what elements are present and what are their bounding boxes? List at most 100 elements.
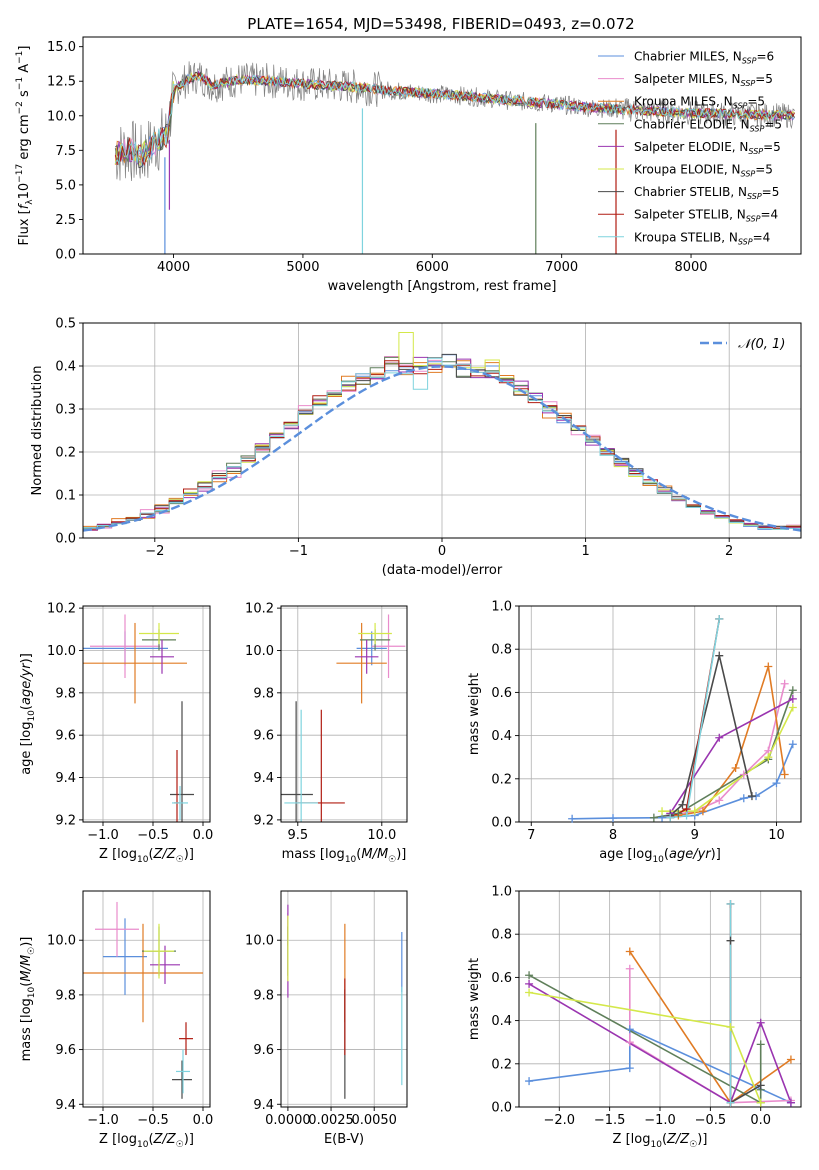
legend-label-main: Salpeter STELIB, N — [634, 208, 746, 222]
x-tick-label: −1.5 — [594, 1113, 626, 1128]
y-tick-label: 9.4 — [55, 1098, 76, 1113]
label-part: Z [log — [99, 847, 137, 862]
legend-label-sub: SSP — [741, 170, 756, 179]
y-tick-label: 0.4 — [491, 729, 512, 744]
y-tick-label: 9.6 — [55, 1043, 76, 1058]
x-tick-label: 0.0 — [193, 828, 214, 843]
legend-label-main: Salpeter MILES, N — [634, 72, 741, 86]
weight-marker-chabrier_stelib — [726, 936, 735, 945]
weight-marker-salpeter_elodie — [715, 733, 724, 742]
label-part: mass [log — [282, 847, 345, 862]
plot-area — [83, 332, 801, 532]
legend-label-sub: SSP — [750, 124, 765, 133]
x-tick-label: −1.0 — [644, 1113, 676, 1128]
x-tick-label: 10 — [768, 828, 785, 843]
y-tick-label: 0.5 — [55, 317, 76, 332]
y-tick-label: 10.2 — [47, 602, 76, 617]
label-part: 10 — [137, 855, 149, 865]
plot-area — [287, 904, 403, 1099]
label-part: f — [17, 202, 32, 209]
legend-label-sub: SSP — [747, 192, 762, 201]
label-part: ] — [17, 46, 32, 51]
y-tick-label: 9.4 — [253, 1098, 274, 1113]
y-tick-label: 2.5 — [55, 213, 76, 228]
label-part: λ — [25, 199, 35, 205]
x-tick-label: 0.0050 — [351, 1113, 397, 1128]
label-part: age/yr — [19, 662, 34, 705]
y-tick-label: 1.0 — [491, 600, 512, 615]
label-part: 10 — [652, 855, 664, 865]
label-part: )] — [711, 847, 721, 862]
legend-label-tail: =4 — [753, 230, 771, 244]
weight-marker-salpeter_elodie — [756, 1018, 765, 1027]
legend-label-tail: =5 — [763, 140, 781, 154]
weight-marker-kroupa_elodie — [764, 753, 773, 762]
weight-marker-kroupa_stelib — [682, 811, 691, 820]
y-tick-label: 0.0 — [55, 532, 76, 547]
x-tick-label: 1 — [581, 544, 589, 559]
legend-label-kroupa_miles: Kroupa MILES, NSSP=5 — [634, 95, 765, 111]
y-axis-label: mass [log10(M/M☉)] — [19, 937, 37, 1062]
label-part: ( — [356, 847, 361, 862]
x-tick-label: 0.0000 — [265, 1113, 311, 1128]
x-tick-label: 8000 — [674, 260, 707, 275]
label-part: erg cm — [17, 114, 32, 163]
weight-marker-chabrier_miles — [525, 1077, 534, 1086]
model-line-kroupa_stelib — [114, 72, 795, 166]
legend-label-main: Kroupa STELIB, N — [634, 230, 738, 244]
label-part: ( — [19, 982, 34, 987]
axes-frame — [280, 605, 408, 823]
legend-label-tail: =4 — [760, 208, 778, 222]
y-tick-label: 15.0 — [47, 40, 76, 55]
y-tick-label: 9.8 — [253, 988, 274, 1003]
x-tick-label: −0.5 — [695, 1113, 727, 1128]
y-tick-label: 9.4 — [253, 771, 274, 786]
weight-line-chabrier_miles — [572, 743, 794, 820]
weight-marker-kroupa_stelib — [666, 813, 675, 822]
y-axis-label: Normed distribution — [30, 366, 45, 496]
y-tick-label: 9.2 — [55, 813, 76, 828]
y-tick-label: 0.6 — [491, 971, 512, 986]
legend-label-tail: =5 — [755, 72, 773, 86]
x-axis-label: (data-model)/error — [382, 563, 503, 578]
y-tick-label: 10.2 — [245, 602, 274, 617]
legend-label-sub: SSP — [733, 102, 748, 111]
x-tick-label: −2.0 — [543, 1113, 575, 1128]
y-axis-label: mass weight — [467, 958, 482, 1040]
label-part: 10 — [137, 1140, 149, 1150]
y-tick-label: 1.0 — [491, 885, 512, 900]
weight-marker-chabrier_stelib — [715, 651, 724, 660]
weight-line-chabrier_miles — [528, 1027, 792, 1104]
label-part: Flux [ — [17, 209, 32, 245]
legend-label-chabrier_stelib: Chabrier STELIB, NSSP=5 — [634, 185, 779, 201]
x-tick-label: 8 — [609, 828, 617, 843]
y-axis-label: mass weight — [467, 673, 482, 755]
plot-area — [83, 901, 203, 1099]
x-tick-label: 6000 — [416, 260, 449, 275]
label-part: ( — [148, 1132, 153, 1147]
y-tick-label: 0.4 — [491, 1014, 512, 1029]
weight-marker-kroupa_elodie — [658, 807, 667, 816]
y-tick-label: 0.2 — [491, 1057, 512, 1072]
weight-line-chabrier_elodie — [653, 689, 794, 819]
legend-label-salpeter_miles: Salpeter MILES, NSSP=5 — [634, 72, 773, 88]
weight-marker-salpeter_miles — [625, 1038, 634, 1047]
y-tick-label: 0.0 — [55, 248, 76, 263]
label-part: )] — [19, 937, 34, 947]
weight-marker-kroupa_miles — [731, 764, 740, 772]
y-axis-label: age [log10(age/yr)] — [19, 653, 37, 775]
label-part: age/yr — [669, 847, 712, 862]
legend-label-main: Chabrier ELODIE, N — [634, 117, 750, 131]
weight-marker-salpeter_elodie — [786, 1098, 795, 1107]
y-tick-label: 0.2 — [55, 446, 76, 461]
legend-label-tail: =5 — [755, 163, 773, 177]
x-axis-label: Z [log10(Z/Z☉)] — [99, 1132, 194, 1150]
weight-marker-chabrier_elodie — [756, 1040, 765, 1049]
weight-marker-chabrier_miles — [625, 1064, 634, 1073]
weight-marker-kroupa_miles — [764, 662, 773, 671]
label-part: A — [17, 64, 32, 77]
weight-marker-kroupa_elodie — [788, 703, 797, 712]
label-part: age [log — [599, 847, 652, 862]
